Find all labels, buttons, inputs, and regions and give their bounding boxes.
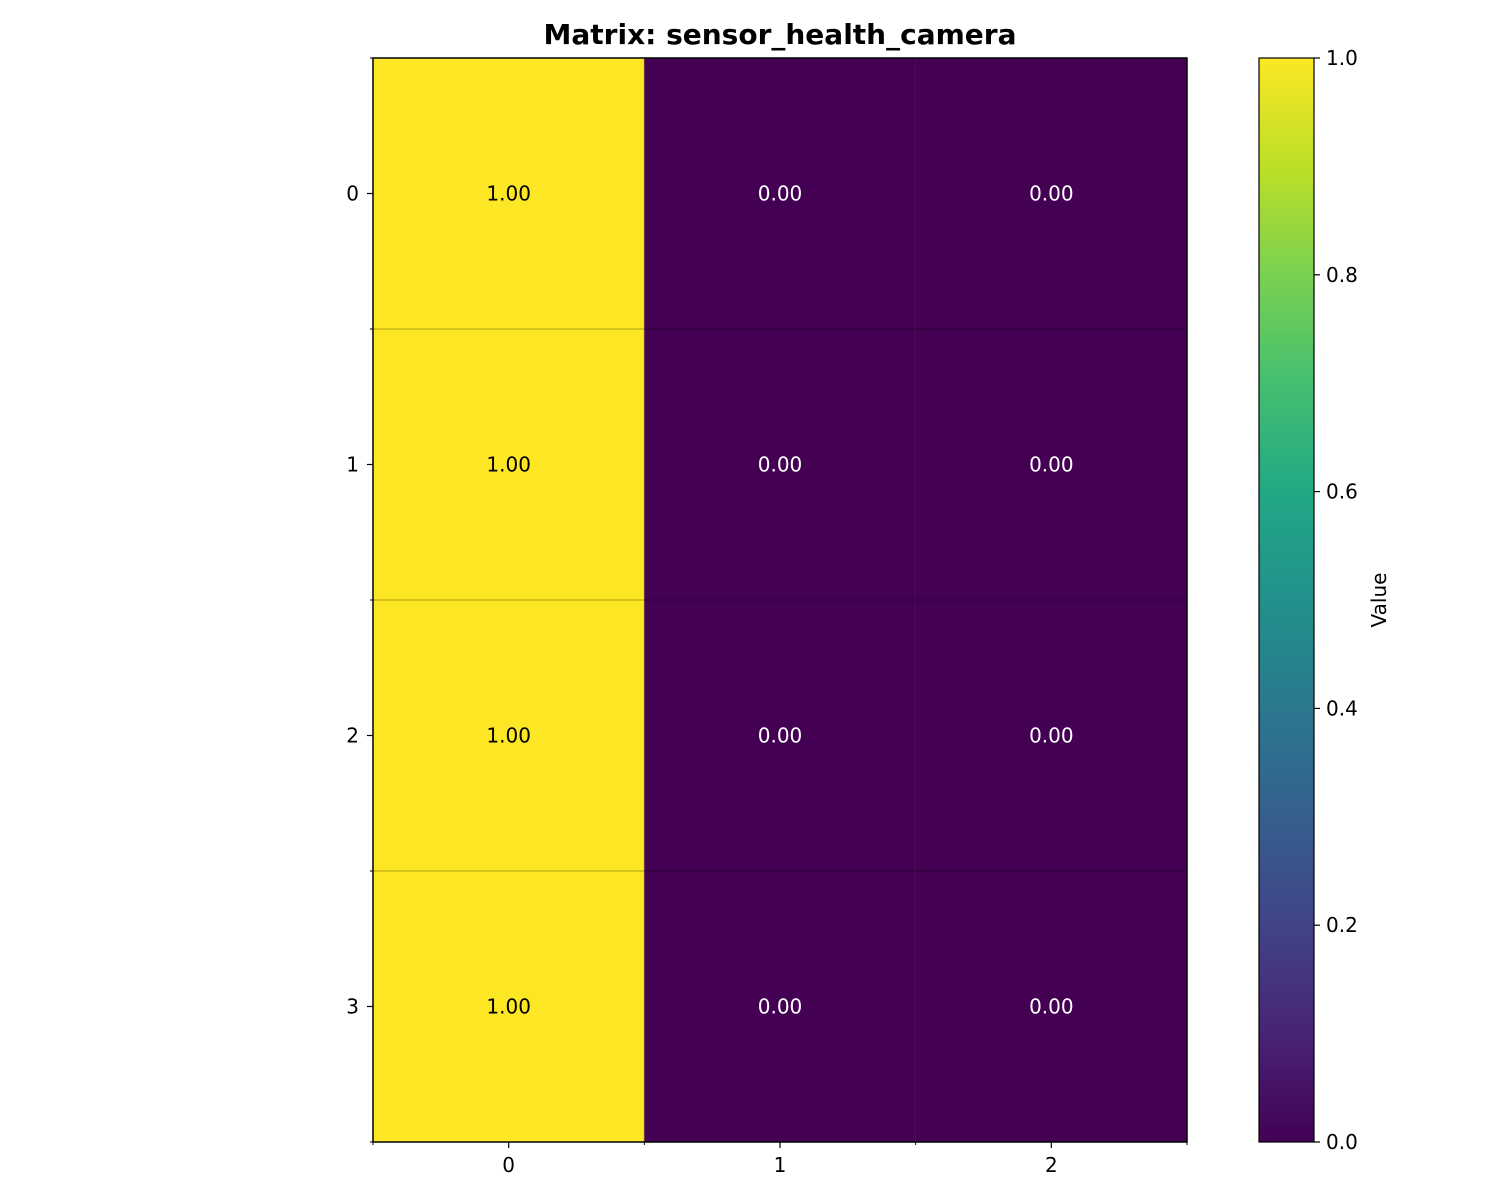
heatmap-cell [644, 329, 916, 600]
x-axis: 0 1 2 [372, 1142, 1188, 1177]
cell-value-label: 0.00 [1029, 182, 1074, 206]
cell-value-label: 1.00 [486, 453, 531, 477]
heatmap-cell [644, 58, 916, 329]
colorbar-tick-label: 1.0 [1326, 46, 1358, 70]
x-tick-label: 2 [1045, 1153, 1058, 1177]
colorbar-tick-label: 0.0 [1326, 1130, 1358, 1154]
y-tick-label: 3 [346, 995, 359, 1019]
x-tick-label: 1 [774, 1153, 787, 1177]
heatmap-cell [373, 871, 645, 1142]
heatmap-cells [373, 58, 1187, 1142]
heatmap-cell [373, 600, 645, 871]
heatmap-cell [373, 58, 645, 329]
cell-value-label: 1.00 [486, 995, 531, 1019]
heatmap-cell [915, 871, 1187, 1142]
colorbar-gradient [1258, 57, 1315, 1143]
cell-value-label: 0.00 [1029, 453, 1074, 477]
y-tick-label: 0 [346, 182, 359, 206]
heatmap-cell [915, 329, 1187, 600]
cell-value-label: 1.00 [486, 724, 531, 748]
cell-value-label: 0.00 [1029, 995, 1074, 1019]
cell-value-label: 0.00 [758, 724, 803, 748]
heatmap-cell [373, 329, 645, 600]
x-tick-label: 0 [502, 1153, 515, 1177]
colorbar-tick-label: 0.4 [1326, 696, 1358, 720]
cell-value-label: 0.00 [758, 182, 803, 206]
cell-value-label: 1.00 [486, 182, 531, 206]
y-tick-label: 2 [346, 724, 359, 748]
colorbar-tick-label: 0.8 [1326, 263, 1358, 287]
heatmap-cell [644, 871, 916, 1142]
colorbar-tick-label: 0.2 [1326, 913, 1358, 937]
heatmap-grid [373, 58, 1187, 1142]
cell-value-label: 0.00 [758, 995, 803, 1019]
cell-value-label: 0.00 [1029, 724, 1074, 748]
colorbar-tick-label: 0.6 [1326, 480, 1358, 504]
colorbar-ticks: 0.0 0.2 0.4 0.6 0.8 1.0 [1314, 46, 1358, 1154]
heatmap-cell [915, 600, 1187, 871]
heatmap-cell [644, 600, 916, 871]
chart-title: Matrix: sensor_health_camera [544, 18, 1017, 51]
colorbar: 0.0 0.2 0.4 0.6 0.8 1.0 Value [1258, 46, 1391, 1154]
y-axis: 0 1 2 3 [346, 57, 373, 1143]
y-tick-label: 1 [346, 453, 359, 477]
heatmap-cell-labels: 1.00 0.00 0.00 1.00 0.00 0.00 1.00 0.00 0.00 1.00… [486, 182, 1073, 1019]
colorbar-label: Value [1367, 573, 1391, 628]
cell-value-label: 0.00 [758, 453, 803, 477]
heatmap-cell [915, 58, 1187, 329]
